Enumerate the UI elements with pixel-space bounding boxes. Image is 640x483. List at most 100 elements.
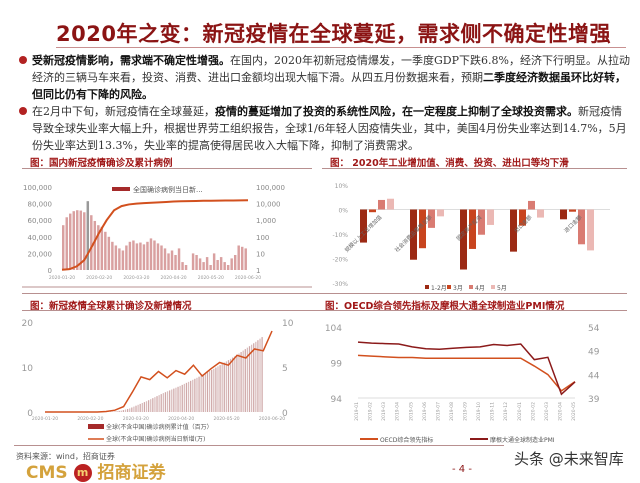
- cumulative-bar: [175, 388, 176, 412]
- chart2-title: 图： 2020年工业增加值、消费、投资、进出口等均下滑: [330, 155, 569, 169]
- cumulative-bar: [257, 340, 258, 412]
- cumulative-bar: [222, 364, 223, 412]
- y-tick-right: 39: [588, 395, 600, 405]
- logo-text: CMS: [26, 463, 68, 483]
- x-tick: 2019-10: [476, 402, 482, 421]
- bar-3月: [369, 210, 376, 213]
- bullet-icon: [19, 56, 27, 64]
- daily-new-bar: [94, 221, 96, 270]
- daily-new-bar: [241, 247, 243, 270]
- y-tick-right: 10,000: [256, 201, 281, 209]
- daily-new-bar: [118, 248, 120, 270]
- y-tick-left: 99: [331, 360, 343, 370]
- cumulative-bar: [209, 371, 210, 412]
- y-tick-right: 49: [588, 348, 600, 358]
- cumulative-bar: [123, 410, 124, 412]
- page-title: 2020年之变：新冠疫情在全球蔓延，需求侧不确定性增强: [56, 18, 611, 48]
- daily-new-bar: [111, 242, 113, 270]
- x-tick: 2020-02: [530, 402, 536, 421]
- cumulative-bar: [194, 379, 195, 412]
- legend-label: 摩根大通全球制造业PMI: [490, 436, 555, 444]
- y-tick-right: 5: [282, 364, 288, 374]
- para-bold: 疫情的蔓延增加了投资的系统性风险，在一定程度上抑制了全球投资需求。: [215, 105, 578, 118]
- cumulative-bar: [169, 390, 170, 412]
- cumulative-bar: [161, 394, 162, 412]
- x-tick: 2019-07: [435, 402, 441, 421]
- y-tick-left: 0: [48, 267, 52, 275]
- y-tick-right: 44: [588, 371, 600, 381]
- line-摩根大通全球制造业PMI: [358, 342, 575, 394]
- daily-new-bar: [150, 238, 152, 270]
- cumulative-bar: [180, 386, 181, 412]
- footer-divider: [14, 445, 504, 446]
- daily-new-bar: [62, 225, 64, 270]
- cumulative-bar: [127, 409, 128, 412]
- x-tick: 2020-06-20: [259, 416, 285, 422]
- legend-label: OECD综合领先指标: [380, 436, 433, 444]
- economic-indicators-chart: 10%0%-10%-20%-30%规模以上工业增加值社会消费品零售总额固定资产投…: [320, 175, 640, 295]
- cumulative-bar: [163, 393, 164, 412]
- daily-new-bar: [178, 248, 180, 270]
- cumulative-bar: [217, 366, 218, 412]
- daily-new-bar: [143, 244, 145, 270]
- cumulative-bar: [203, 374, 204, 412]
- cumulative-bar: [213, 369, 214, 412]
- y-tick-right: 1,000: [256, 217, 276, 225]
- cumulative-bar: [243, 351, 244, 412]
- bar-5月: [437, 210, 444, 217]
- para-bold: 受新冠疫情影响，需求端不确定性增强。: [32, 54, 230, 67]
- y-tick: 10%: [335, 183, 349, 190]
- legend-swatch: [425, 285, 429, 289]
- daily-new-bar: [181, 262, 183, 270]
- daily-new-bar: [209, 265, 211, 270]
- daily-new-bar: [125, 245, 127, 270]
- x-tick: 2020-02-20: [77, 416, 103, 422]
- daily-new-bar: [234, 255, 236, 270]
- daily-new-bar: [136, 243, 138, 270]
- cumulative-bar: [173, 389, 174, 412]
- daily-new-bar: [220, 257, 222, 270]
- daily-new-bar: [227, 265, 229, 270]
- cumulative-bar: [205, 373, 206, 412]
- cumulative-bar: [238, 354, 239, 413]
- cumulative-bar: [167, 391, 168, 412]
- cumulative-bar: [159, 395, 160, 412]
- daily-new-bar: [157, 243, 159, 270]
- cumulative-bar: [133, 407, 134, 412]
- y-tick-left: 40,000: [28, 234, 53, 242]
- x-tick: 2020-04-20: [168, 416, 194, 422]
- x-tick: 2019-05: [408, 402, 414, 421]
- cumulative-bar: [251, 345, 252, 412]
- cumulative-bar: [116, 411, 117, 412]
- y-tick-left: 60,000: [28, 217, 53, 225]
- x-tick: 2020-05-20: [214, 416, 240, 422]
- cumulative-bar: [146, 401, 147, 412]
- cumulative-bar: [190, 381, 191, 412]
- x-tick: 2020-04-20: [161, 275, 187, 281]
- legend-label: 全球(不含中国)确诊病例累计值（百万）: [106, 423, 213, 431]
- domestic-cases-chart: 020,00040,00060,00080,000100,0001101001,…: [0, 175, 320, 290]
- daily-new-bar: [223, 262, 225, 270]
- bar-5月: [487, 210, 494, 225]
- daily-new-bar: [132, 240, 134, 270]
- cumulative-bar: [154, 397, 155, 412]
- x-tick: 2019-04: [395, 402, 401, 421]
- watermark: 头条 @未来智库: [514, 448, 624, 469]
- cumulative-bar: [125, 410, 126, 412]
- x-tick: 2019-09: [463, 402, 469, 421]
- cumulative-bar: [230, 359, 231, 412]
- daily-new-bar: [213, 253, 215, 270]
- x-tick: 2020-02-20: [86, 275, 112, 281]
- cumulative-bar: [177, 387, 178, 412]
- bar-5月: [537, 210, 544, 218]
- cumulative-bar: [142, 403, 143, 412]
- x-tick: 2019-01: [354, 402, 360, 421]
- cumulative-bar: [255, 342, 256, 412]
- cumulative-bar: [119, 411, 120, 412]
- daily-new-bar: [174, 255, 176, 270]
- daily-new-bar: [199, 258, 201, 270]
- divider: [322, 168, 627, 169]
- paragraph-domestic: 受新冠疫情影响，需求端不确定性增强。在国内，2020年初新冠疫情爆发，一季度GD…: [32, 52, 632, 103]
- legend-label: 3月: [453, 285, 463, 292]
- y-tick-left: 10: [22, 364, 34, 374]
